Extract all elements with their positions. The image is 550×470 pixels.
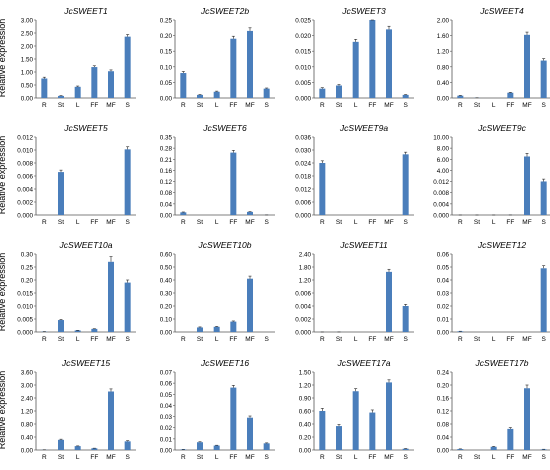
- y-tick-label: 0.24: [437, 370, 450, 377]
- bar-L: [491, 447, 497, 450]
- y-tick-label: 0.16: [437, 396, 450, 403]
- x-tick-label: L: [492, 454, 496, 461]
- y-tick-label: 0.04: [437, 435, 450, 442]
- x-tick-label: MF: [522, 454, 531, 461]
- y-tick-label: 0.08: [437, 422, 450, 429]
- x-tick-label: R: [458, 454, 463, 461]
- x-tick-label: S: [541, 454, 546, 461]
- y-tick-label: 0.00: [437, 448, 450, 455]
- y-tick-label: 0.20: [437, 383, 450, 390]
- bar-MF: [524, 388, 530, 450]
- chart-title: JcSWEET17b: [475, 358, 529, 368]
- bar-FF: [507, 429, 513, 450]
- x-tick-label: FF: [506, 454, 514, 461]
- bar-R: [457, 449, 463, 450]
- x-tick-label: St: [474, 454, 480, 461]
- y-tick-label: 0.12: [437, 409, 450, 416]
